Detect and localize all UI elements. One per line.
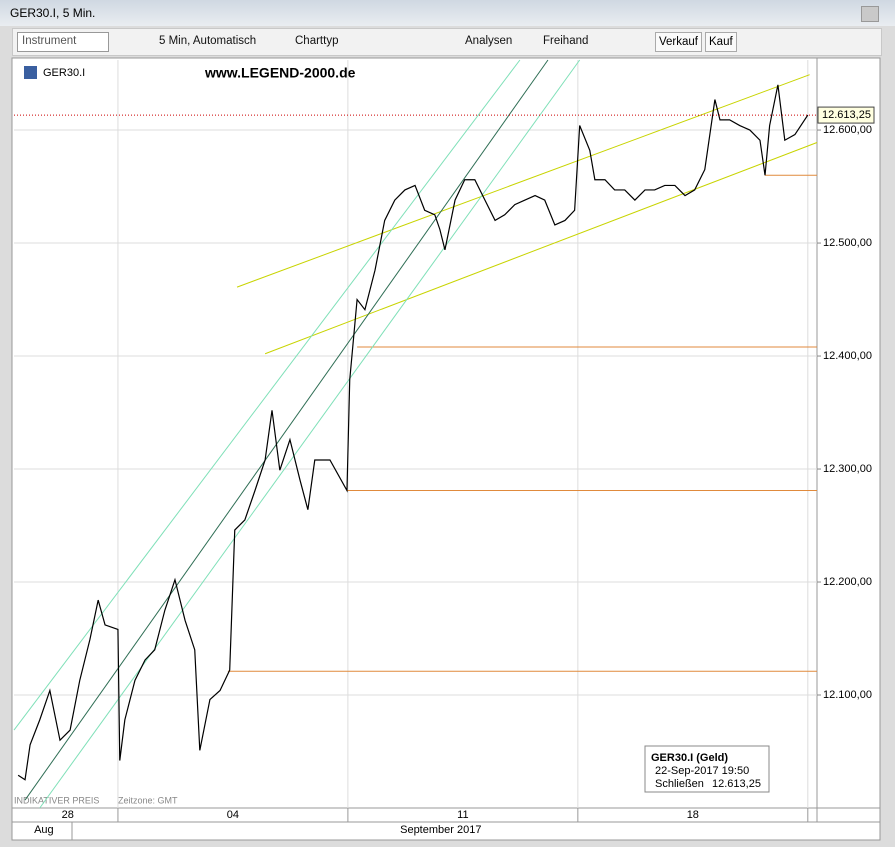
month-label: Aug: [34, 824, 54, 836]
last-price-tag: [817, 106, 875, 124]
sell-button[interactable]: Verkauf: [655, 32, 702, 52]
instrument-placeholder: Instrument: [22, 35, 77, 47]
trend-line: [264, 142, 818, 355]
cfd-icon: [24, 66, 37, 79]
y-tick-label: 12.200,00: [823, 576, 872, 588]
y-tick-label: 12.400,00: [823, 350, 872, 362]
chart-type-menu[interactable]: Charttyp: [295, 35, 339, 47]
freehand-menu[interactable]: Freihand: [543, 35, 589, 47]
interval-menu[interactable]: 5 Min, Automatisch: [159, 35, 257, 47]
toolbar: Instrument 5 Min, Automatisch Charttyp A…: [12, 28, 882, 56]
y-tick-label: 12.100,00: [823, 689, 872, 701]
x-tick-label: 28: [62, 809, 74, 821]
y-tick-label: 12.600,00: [823, 124, 872, 136]
timezone: Zeitzone: GMT: [118, 795, 178, 805]
title-bar: GER30.I, 5 Min.: [0, 0, 895, 26]
analyses-menu[interactable]: Analysen: [465, 35, 513, 47]
instrument-label: GER30.I: [43, 67, 85, 79]
footnote: INDIKATIVER PREIS: [14, 795, 99, 805]
last-price-label: 12.613,25: [822, 109, 871, 121]
x-tick-label: 04: [227, 809, 239, 821]
price-line: [17, 84, 809, 781]
chart-frame: [11, 57, 881, 841]
instrument-input[interactable]: Instrument: [17, 32, 109, 52]
y-tick-label: 12.300,00: [823, 463, 872, 475]
info-title: GER30.I (Geld): [651, 752, 728, 764]
x-tick-label: 18: [687, 809, 699, 821]
trend-line: [39, 59, 581, 809]
info-close-value: 12.613,25: [712, 778, 761, 790]
trend-line: [24, 59, 549, 801]
window-title: GER30.I, 5 Min.: [10, 6, 96, 20]
chart-title: www.LEGEND-2000.de: [204, 65, 356, 81]
buy-button[interactable]: Kauf: [705, 32, 737, 52]
trend-line: [13, 59, 521, 731]
month-label: September 2017: [400, 824, 481, 836]
close-button[interactable]: [861, 6, 879, 22]
x-tick-label: 11: [457, 809, 468, 821]
trend-line: [236, 74, 810, 288]
info-close-label: Schließen: [655, 778, 704, 790]
info-box: [644, 745, 770, 793]
info-date: 22-Sep-2017 19:50: [655, 765, 749, 777]
y-tick-label: 12.500,00: [823, 237, 872, 249]
